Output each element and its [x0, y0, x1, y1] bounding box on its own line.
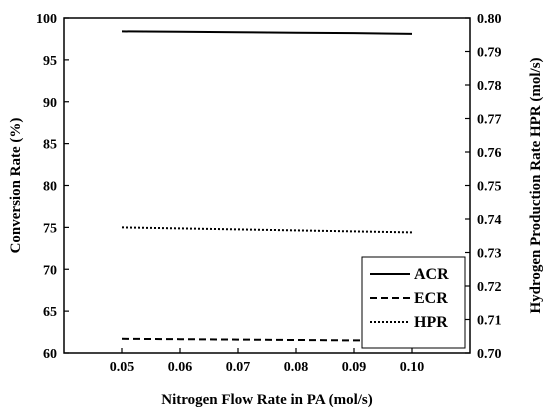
y-left-tick-label: 70: [43, 263, 57, 278]
legend-acr-label: ACR: [414, 266, 449, 283]
y-left-tick-label: 85: [43, 138, 57, 153]
y-left-tick-label: 100: [36, 12, 57, 27]
x-tick-label: 0.09: [342, 360, 367, 375]
y-left-tick-label: 80: [43, 180, 57, 195]
y-right-axis-title: Hydrogen Production Rate HPR (mol/s): [528, 57, 544, 313]
y-right-tick-label: 0.70: [477, 347, 502, 362]
y-right-tick-label: 0.73: [477, 247, 502, 262]
x-axis-title: Nitrogen Flow Rate in PA (mol/s): [161, 392, 373, 408]
y-right-tick-label: 0.79: [477, 46, 502, 61]
series-ecr-line: [121, 337, 412, 342]
y-right-tick-label: 0.72: [477, 280, 502, 295]
x-tick-label: 0.10: [400, 360, 425, 375]
series-lines: [121, 30, 413, 342]
legend-box: [361, 256, 466, 349]
y-right-tick-label: 0.76: [477, 146, 502, 161]
y-left-tick-label: 60: [43, 347, 57, 362]
x-tick-label: 0.05: [110, 360, 135, 375]
y-right-tick-label: 0.74: [477, 213, 502, 228]
y-left-axis-title: Conversion Rate (%): [8, 118, 24, 254]
y-right-tick-label: 0.78: [477, 79, 502, 94]
legend: ACR ECR HPR: [361, 256, 466, 349]
y-left-axis-ticks: 60 65 70 75 80 85 90 95 100: [36, 12, 69, 362]
x-tick-label: 0.08: [284, 360, 309, 375]
legend-ecr-label: ECR: [414, 290, 448, 307]
legend-hpr-label: HPR: [414, 314, 448, 331]
y-right-axis-ticks: 0.70 0.71 0.72 0.73 0.74 0.75 0.76 0.77 0.78 0.79…: [465, 12, 502, 362]
series-hpr-line: [121, 226, 413, 234]
y-right-tick-label: 0.71: [477, 314, 502, 329]
series-acr-line: [121, 30, 413, 35]
y-right-tick-label: 0.80: [477, 12, 502, 27]
x-tick-label: 0.06: [168, 360, 193, 375]
y-left-tick-label: 65: [43, 305, 57, 320]
x-tick-label: 0.07: [226, 360, 251, 375]
y-left-tick-label: 90: [43, 96, 57, 111]
y-left-tick-label: 95: [43, 54, 57, 69]
y-right-tick-label: 0.77: [477, 113, 502, 128]
y-left-tick-label: 75: [43, 221, 57, 236]
x-axis-ticks: 0.05 0.06 0.07 0.08 0.09 0.10: [110, 348, 425, 375]
y-right-tick-label: 0.75: [477, 180, 502, 195]
